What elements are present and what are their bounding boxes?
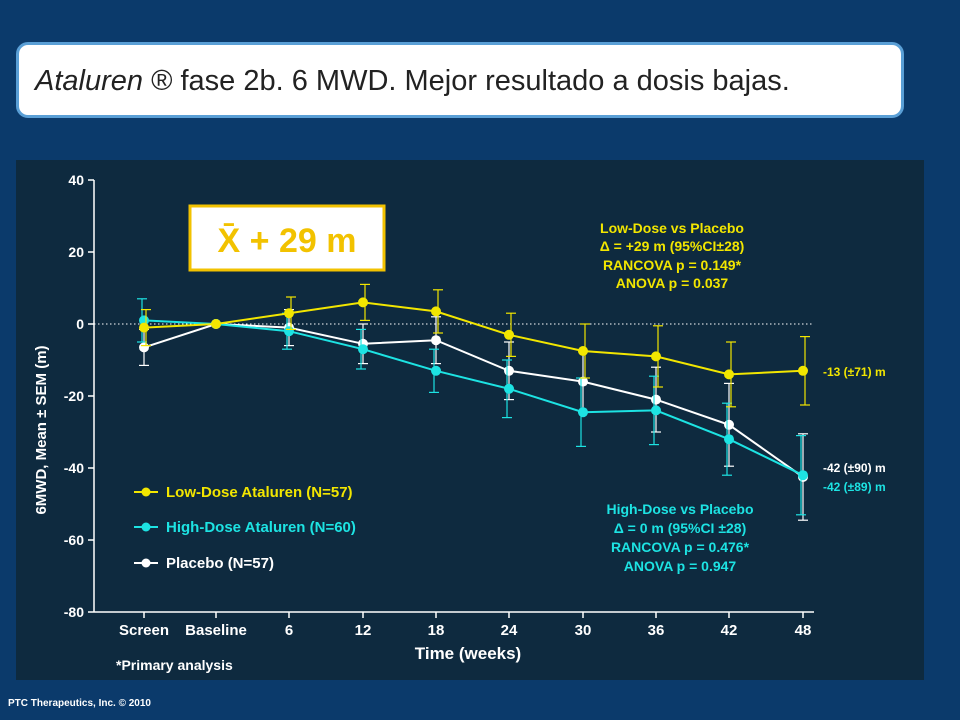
footnote: *Primary analysis [116,657,233,673]
high-data-point [724,434,734,445]
low-data-point [724,369,734,380]
x-tick-label: Screen [119,622,169,639]
high-data-point [798,470,808,481]
placebo-data-point [139,342,149,353]
chart-svg: 40 20 0 -20 -40 -60 -80 Screen Baseline 6 12 18 24 30… [33,172,886,673]
y-axis-label: 6MWD, Mean ± SEM (m) [33,345,50,514]
low-annot-line: Low-Dose vs Placebo [600,220,744,236]
y-tick-label: -20 [64,388,84,404]
slide-title: Ataluren ® fase 2b. 6 MWD. Mejor resulta… [35,65,790,98]
low-data-point [431,306,441,317]
low-annot-line: RANCOVA p = 0.149* [603,257,742,273]
low-data-point [139,322,149,333]
low-data-point [358,297,368,308]
x-tick-label: 42 [721,622,738,639]
legend-entry-label: Low-Dose Ataluren (N=57) [166,484,353,501]
low-data-point [651,351,661,362]
legend-entry-label: High-Dose Ataluren (N=60) [166,519,356,536]
y-tick-label: -80 [64,604,84,620]
end-label-placebo: -42 (±90) m [823,461,886,475]
high-annot-line: Δ = 0 m (95%CI ±28) [614,520,747,536]
y-tick-label: -60 [64,532,84,548]
y-tick-label: 40 [68,172,84,188]
legend-swatch-marker [141,558,151,568]
legend-swatch-marker [141,522,151,532]
title-italic: Ataluren [35,65,144,97]
placebo-series-line [143,322,804,478]
legend-entry-label: Placebo (N=57) [166,555,274,572]
x-tick-label: 18 [428,622,445,639]
low-series-line [143,301,804,376]
x-tick-label: 30 [575,622,592,639]
high-data-point [431,365,441,376]
low-annot-line: ANOVA p = 0.037 [616,275,729,291]
high-annot-line: RANCOVA p = 0.476* [611,539,750,555]
x-axis-label: Time (weeks) [415,644,521,663]
footer: PTC Therapeutics, Inc. © 2010 [8,698,151,709]
high-annot-line: High-Dose vs Placebo [606,501,753,517]
placebo-data-point [651,394,661,405]
x-tick-label: 12 [355,622,372,639]
low-annot-line: Δ = +29 m (95%CI±28) [600,238,745,254]
x-tick-label: 6 [285,622,293,639]
title-box: Ataluren ® fase 2b. 6 MWD. Mejor resulta… [16,42,904,118]
placebo-data-point [431,335,441,346]
high-data-point [504,383,514,394]
y-tick-label: -40 [64,460,84,476]
y-tick-label: 0 [76,316,84,332]
high-data-point [284,326,294,337]
end-label-low: -13 (±71) m [823,365,886,379]
low-data-point [211,319,221,329]
high-data-point [578,407,588,418]
low-data-point [504,329,514,340]
low-data-point [798,365,808,376]
x-tick-label: Baseline [185,622,247,639]
low-data-point [284,308,294,319]
high-annot-line: ANOVA p = 0.947 [624,558,737,574]
x-tick-label: 24 [501,622,518,639]
y-tick-label: 20 [68,244,84,260]
overlay-box [188,204,386,272]
chart-panel: 40 20 0 -20 -40 -60 -80 Screen Baseline 6 12 18 24 30… [16,160,924,680]
low-data-point [578,346,588,356]
high-series-line [143,319,804,477]
overlay-label: X̄ + 29 m [218,222,357,260]
title-rest: ® fase 2b. 6 MWD. Mejor resultado a dosi… [143,65,790,97]
low-dose-annotation: Low-Dose vs Placebo Δ = +29 m (95%CI±28)… [600,220,745,291]
high-dose-annotation: High-Dose vs Placebo Δ = 0 m (95%CI ±28)… [606,501,753,574]
end-label-high: -42 (±89) m [823,480,886,494]
x-tick-label: 48 [795,622,812,639]
placebo-data-point [504,365,514,376]
high-data-point [651,405,661,416]
legend: Low-Dose Ataluren (N=57) High-Dose Atalur… [134,484,356,572]
legend-swatch-marker [141,487,151,497]
high-data-point [358,344,368,355]
x-tick-label: 36 [648,622,665,639]
placebo-data-point [724,419,734,430]
